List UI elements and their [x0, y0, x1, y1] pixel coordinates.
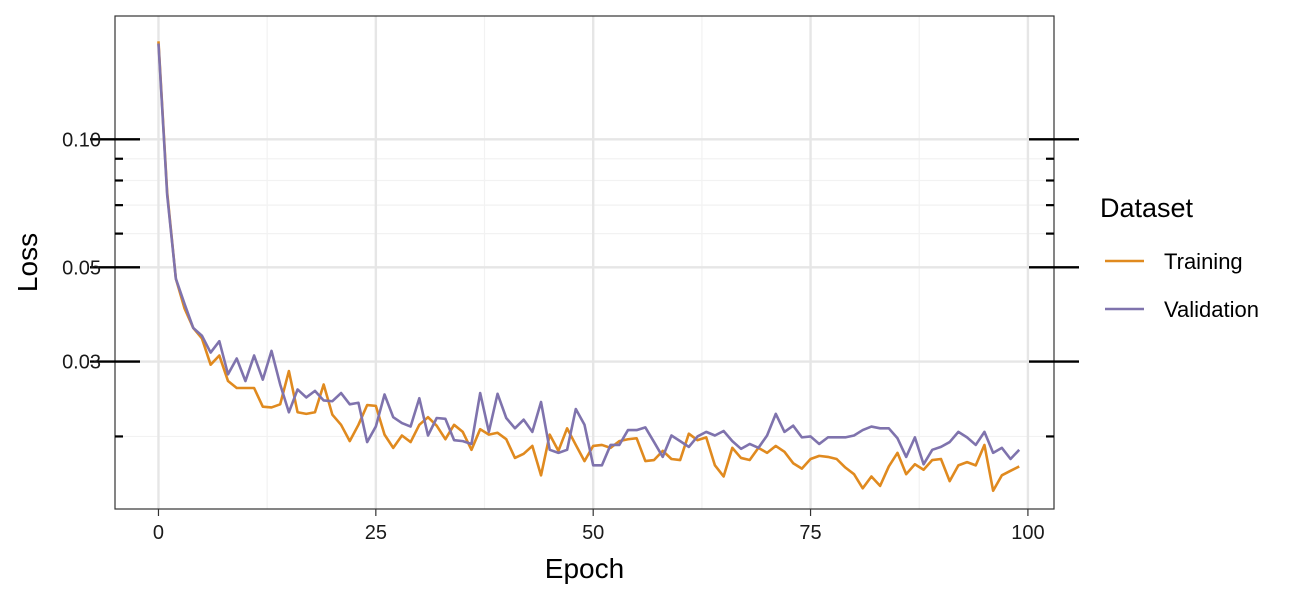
- series-line-training: [157, 41, 1020, 493]
- x-tick-label: 50: [582, 522, 604, 544]
- axis-labels: 0 25 50 75 100 0.03 0.05 0.10 Epoch Loss: [12, 129, 1045, 584]
- y-tick-label: 0.10: [62, 129, 101, 151]
- axes: [90, 15, 1079, 516]
- x-axis-title: Epoch: [545, 553, 624, 584]
- legend-label-validation: Validation: [1164, 297, 1259, 322]
- x-tick-label: 100: [1011, 522, 1044, 544]
- x-tick-label: 0: [153, 522, 164, 544]
- series-line-validation: [157, 43, 1021, 467]
- series-lines: [157, 41, 1021, 493]
- legend-label-training: Training: [1164, 249, 1243, 274]
- x-tick-label: 25: [365, 522, 387, 544]
- y-tick-label: 0.05: [62, 257, 101, 279]
- grid: [115, 16, 1054, 509]
- legend-title: Dataset: [1100, 193, 1194, 223]
- y-tick-label: 0.03: [62, 352, 101, 374]
- y-axis-title: Loss: [12, 233, 43, 292]
- x-tick-label: 75: [799, 522, 821, 544]
- plot-border: [114, 15, 1055, 510]
- legend: Dataset Training Validation: [1100, 193, 1259, 322]
